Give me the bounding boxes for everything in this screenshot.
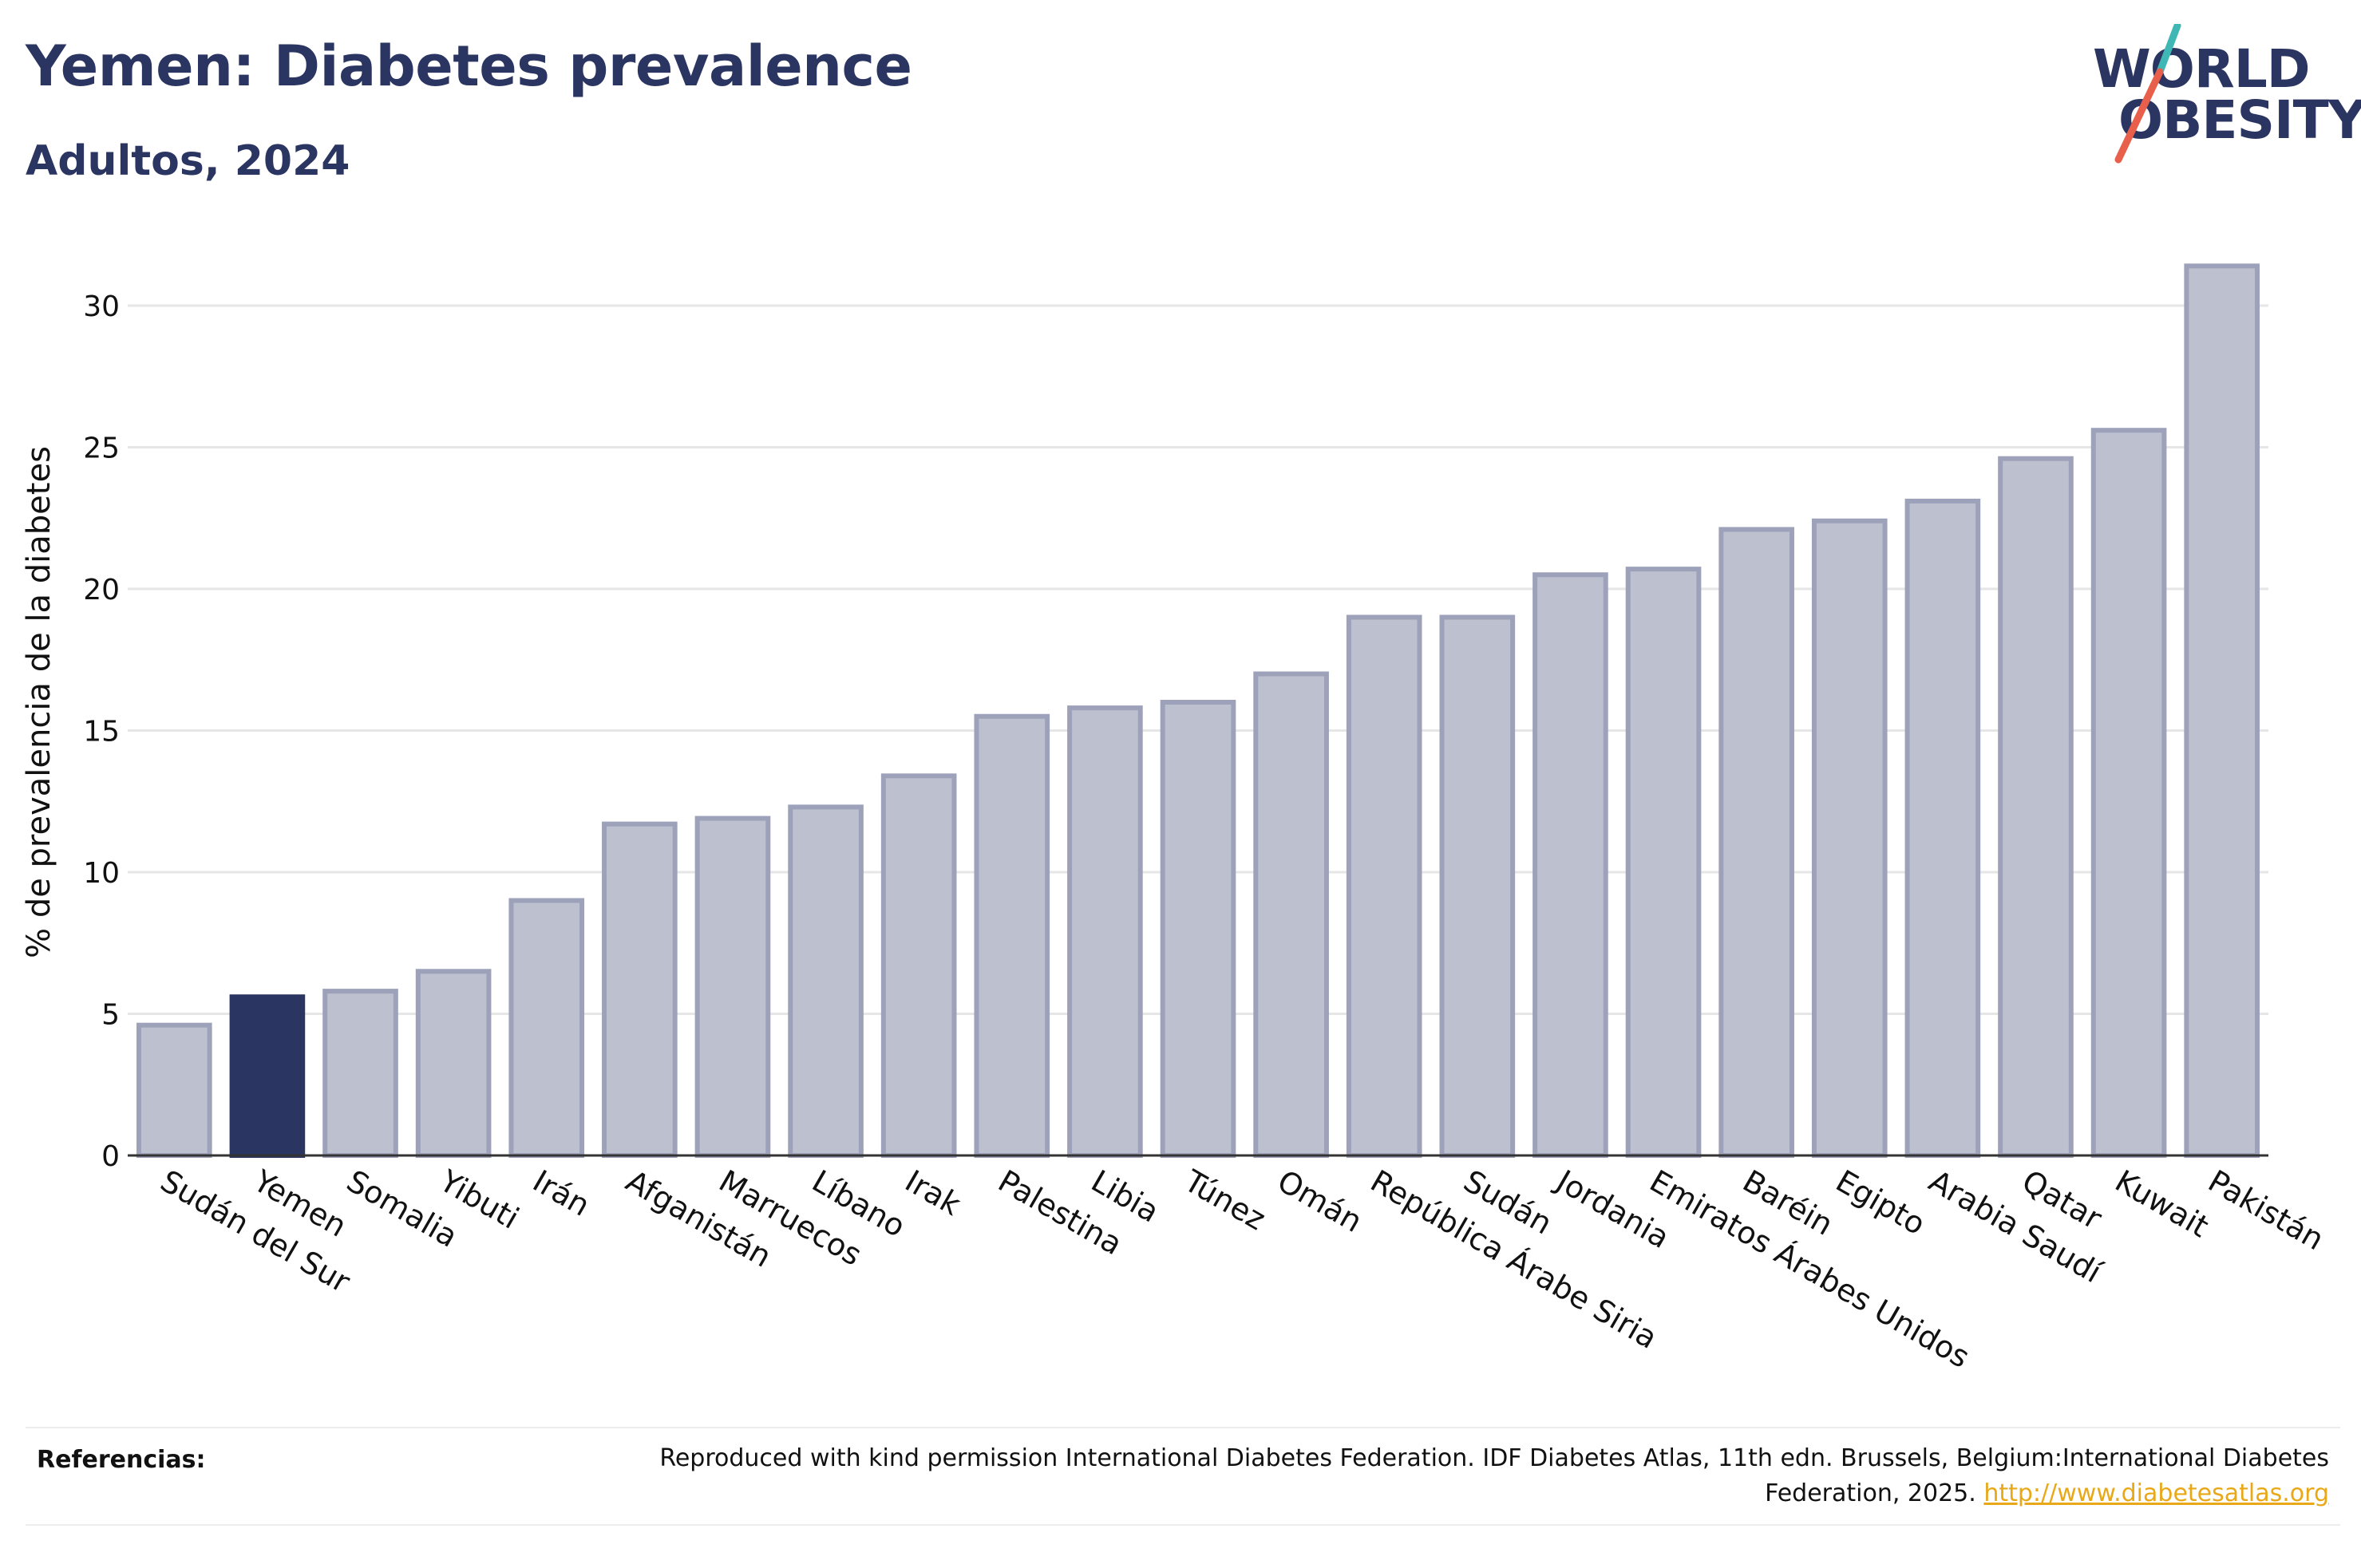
bar[interactable] (1067, 705, 1143, 1158)
bar[interactable] (694, 816, 771, 1158)
bars (136, 263, 2260, 1159)
x-tick-label: Irán (527, 1163, 595, 1223)
y-tick-label: 25 (83, 432, 120, 465)
y-axis-label: % de prevalencia de la diabetes (21, 446, 57, 958)
bar[interactable] (1532, 572, 1608, 1158)
bar[interactable] (1811, 518, 1888, 1158)
footer-divider-top (26, 1427, 2340, 1428)
references-body: Reproduced with kind permission Internat… (659, 1444, 2329, 1507)
x-tick-label: Kuwait (2110, 1163, 2215, 1245)
bar[interactable] (508, 898, 585, 1158)
y-tick-label: 15 (83, 716, 120, 748)
y-tick-label: 0 (101, 1140, 120, 1173)
footer-divider-bottom (26, 1524, 2340, 1526)
bar[interactable] (2184, 263, 2260, 1158)
x-tick-label: Egipto (1830, 1163, 1932, 1242)
references-link[interactable]: http://www.diabetesatlas.org (1983, 1479, 2329, 1507)
logo-slash-icon (2114, 24, 2181, 164)
references-label: Referencias: (37, 1446, 206, 1474)
bar-chart: 0 5 10 15 20 25 30 Sudán del SurYemenSomaliaYi… (21, 263, 2330, 1375)
y-axis-ticks: 0 5 10 15 20 25 30 (83, 290, 120, 1173)
logo-line1: WORLD (2093, 38, 2311, 100)
y-tick-label: 20 (83, 574, 120, 606)
bar[interactable] (2090, 428, 2167, 1158)
bar[interactable] (1160, 700, 1236, 1158)
bar[interactable] (415, 969, 492, 1158)
references-text: Reproduced with kind permission Internat… (573, 1441, 2329, 1511)
bar[interactable] (1998, 456, 2074, 1158)
y-tick-label: 5 (101, 999, 120, 1032)
bar[interactable] (1346, 614, 1422, 1158)
bar[interactable] (1253, 671, 1329, 1158)
chart-title: Yemen: Diabetes prevalence (26, 34, 912, 99)
x-tick-label: Omán (1271, 1163, 1368, 1239)
x-tick-label: Túnez (1178, 1163, 1271, 1237)
y-tick-label: 10 (83, 857, 120, 890)
bar[interactable] (602, 821, 678, 1159)
bar[interactable] (788, 804, 864, 1158)
logo-line2: OBESITY (2118, 89, 2361, 151)
x-tick-label: Pakistán (2202, 1163, 2330, 1258)
chart-subtitle: Adultos, 2024 (26, 137, 350, 185)
bar[interactable] (136, 1022, 212, 1158)
bar[interactable] (974, 713, 1050, 1158)
bar[interactable] (1718, 527, 1794, 1158)
y-tick-label: 30 (83, 290, 120, 323)
world-obesity-logo[interactable]: WORLD OBESITY (2083, 24, 2361, 168)
bar[interactable] (1904, 498, 1981, 1158)
bar[interactable] (322, 989, 398, 1158)
bar-highlighted[interactable] (229, 994, 306, 1159)
bar[interactable] (1625, 567, 1702, 1158)
bar[interactable] (880, 773, 957, 1158)
bar[interactable] (1439, 614, 1516, 1158)
